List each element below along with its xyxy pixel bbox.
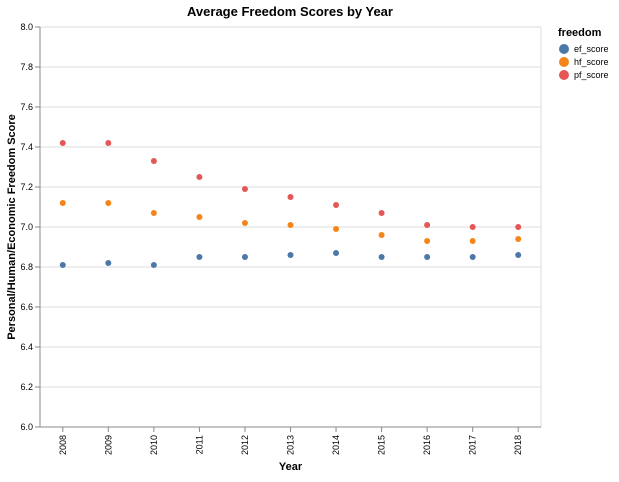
y-tick-label: 7.8 (20, 62, 33, 72)
data-point-ef_score (196, 254, 203, 260)
legend-symbol-hf_score (559, 57, 569, 67)
data-point-ef_score (515, 252, 522, 258)
data-point-pf_score (105, 140, 112, 146)
data-point-hf_score (515, 236, 522, 242)
y-tick-label: 8.0 (20, 22, 33, 32)
x-tick-label: 2009 (103, 435, 113, 455)
data-points (59, 140, 522, 268)
data-point-ef_score (241, 254, 248, 260)
legend-label: pf_score (574, 70, 609, 80)
data-point-hf_score (287, 222, 294, 228)
x-tick-label: 2017 (468, 435, 478, 455)
data-point-hf_score (378, 232, 385, 238)
legend-title: freedom (558, 27, 602, 39)
y-tick-label: 7.4 (20, 142, 33, 152)
data-point-hf_score (196, 214, 203, 220)
data-point-pf_score (287, 194, 294, 200)
y-tick-label: 6.0 (20, 422, 33, 432)
data-point-ef_score (105, 260, 112, 266)
data-point-pf_score (196, 174, 203, 180)
data-point-pf_score (378, 210, 385, 216)
legend-symbol-ef_score (559, 44, 569, 54)
axes: 6.0 6.2 6.4 6.6 6.8 7.0 7.2 7.4 7.6 7.8 8.0 2008 200… (20, 22, 541, 455)
legend-label: hf_score (574, 57, 609, 67)
data-point-hf_score (59, 200, 66, 206)
y-tick-label: 6.4 (20, 342, 33, 352)
x-tick-label: 2012 (240, 435, 250, 455)
chart-title: Average Freedom Scores by Year (187, 4, 393, 19)
data-point-pf_score (515, 224, 522, 230)
x-tick-label: 2018 (513, 435, 523, 455)
y-tick-label: 7.2 (20, 182, 33, 192)
legend-symbol-pf_score (559, 70, 569, 80)
x-tick-label: 2016 (422, 435, 432, 455)
data-point-ef_score (333, 250, 340, 256)
y-axis-title: Personal/Human/Economic Freedom Score (6, 114, 18, 340)
data-point-pf_score (424, 222, 431, 228)
data-point-ef_score (378, 254, 385, 260)
data-point-hf_score (424, 238, 431, 244)
legend: freedom ef_score hf_score pf_score (558, 27, 609, 80)
data-point-hf_score (241, 220, 248, 226)
x-axis-title: Year (279, 461, 303, 473)
data-point-ef_score (469, 254, 476, 260)
legend-label: ef_score (574, 44, 609, 54)
data-point-ef_score (59, 262, 66, 268)
data-point-hf_score (105, 200, 112, 206)
data-point-pf_score (469, 224, 476, 230)
x-tick-label: 2010 (149, 435, 159, 455)
x-tick-label: 2014 (331, 435, 341, 455)
data-point-ef_score (424, 254, 431, 260)
data-point-hf_score (150, 210, 157, 216)
x-tick-label: 2013 (286, 435, 296, 455)
x-tick-label: 2015 (377, 435, 387, 455)
x-tick-label: 2011 (194, 435, 204, 454)
data-point-pf_score (59, 140, 66, 146)
data-point-ef_score (287, 252, 294, 258)
data-point-pf_score (150, 158, 157, 164)
y-tick-label: 6.2 (20, 382, 33, 392)
data-point-ef_score (150, 262, 157, 268)
y-tick-label: 6.6 (20, 302, 33, 312)
x-tick-label: 2008 (58, 435, 68, 455)
data-point-pf_score (241, 186, 248, 192)
data-point-hf_score (333, 226, 340, 232)
y-tick-label: 7.0 (20, 222, 33, 232)
data-point-hf_score (469, 238, 476, 244)
data-point-pf_score (333, 202, 340, 208)
y-tick-label: 7.6 (20, 102, 33, 112)
y-tick-label: 6.8 (20, 262, 33, 272)
